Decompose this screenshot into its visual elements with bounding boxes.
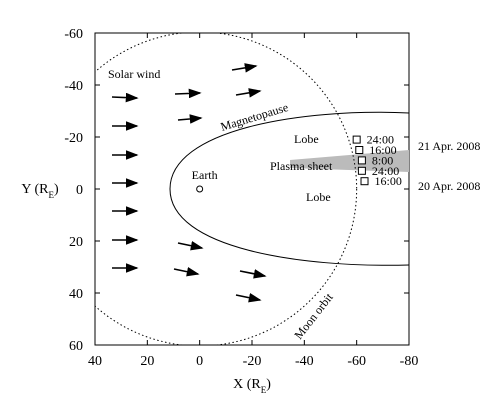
x-tick-label: 0 (196, 354, 203, 369)
y-tick-label: 0 (76, 183, 83, 198)
x-tick-label: -40 (295, 354, 314, 369)
x-tick-label: 20 (140, 354, 154, 369)
xlabel-part: ) (266, 377, 271, 392)
x-tick-label: -60 (347, 354, 366, 369)
point (360, 177, 369, 186)
region-label: Magnetopause (219, 100, 290, 134)
region-label: Plasma sheet (270, 159, 333, 173)
xlabel-part: E (261, 385, 267, 395)
date-label: 21 Apr. 2008 (418, 139, 480, 153)
ylabel-part: ) (54, 182, 59, 197)
plot-area (95, 33, 409, 345)
x-tick-label: -20 (243, 354, 262, 369)
point-label: 24:00 (372, 164, 399, 178)
plasma-sheet (290, 150, 409, 172)
point-label: 24:00 (367, 133, 394, 147)
region-label: Lobe (294, 132, 319, 146)
xlabel: X (RE) (233, 377, 271, 395)
region-label: Lobe (306, 190, 331, 204)
y-tick-label: 60 (69, 339, 83, 354)
ylabel: Y (RE) (21, 182, 59, 200)
y-tick-label: 20 (69, 235, 83, 250)
y-tick-label: -60 (64, 27, 83, 42)
magnetopause (169, 111, 409, 266)
ylabel-part: Y (R (21, 182, 49, 197)
solar-wind-arrows (111, 63, 267, 303)
point (355, 146, 364, 154)
moon-orbit (95, 33, 358, 345)
point-label: 16:00 (369, 143, 396, 157)
y-tick-label: -40 (64, 79, 83, 94)
ylabel-part: E (48, 190, 54, 200)
earth (196, 185, 204, 193)
point (357, 156, 366, 165)
point-label: 8:00 (372, 153, 393, 167)
region-label: Solar wind (108, 67, 160, 81)
date-label: 20 Apr. 2008 (418, 179, 480, 193)
y-tick-label: 40 (69, 287, 83, 302)
xlabel-part: X (R (233, 377, 261, 392)
point-label: 16:00 (375, 174, 402, 188)
x-tick-label: 40 (88, 354, 102, 369)
x-tick-label: -80 (400, 354, 419, 369)
moon-orbit-label: Moon orbit (291, 290, 336, 342)
point (357, 166, 366, 175)
point (352, 135, 361, 144)
earth-label: Earth (192, 168, 218, 182)
y-tick-label: -20 (64, 131, 83, 146)
